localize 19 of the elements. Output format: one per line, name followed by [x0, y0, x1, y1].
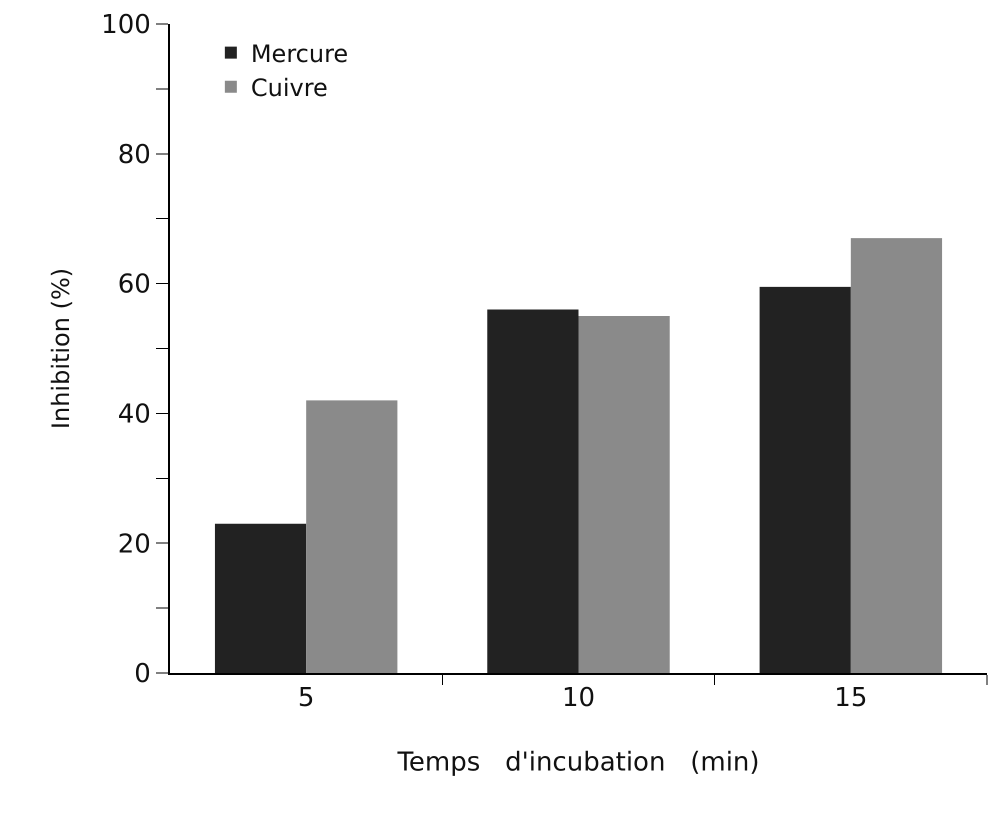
x-tick-label: 15 — [834, 683, 868, 714]
y-tick-label: 80 — [118, 140, 151, 170]
y-tick-label: 100 — [101, 10, 151, 40]
bar — [214, 524, 306, 673]
y-tick-label: 0 — [134, 659, 151, 690]
x-axis-title: Temps d'incubation (min) — [396, 747, 760, 778]
y-tick-label: 60 — [118, 270, 151, 300]
bar — [306, 400, 398, 673]
y-tick-label: 20 — [118, 529, 151, 560]
legend-label: Mercure — [250, 40, 348, 68]
y-axis-title: Inhibition (%) — [46, 268, 75, 430]
x-tick-label: 5 — [298, 683, 314, 714]
bar — [760, 286, 851, 673]
bar — [850, 238, 942, 673]
bar — [578, 316, 670, 673]
bar — [487, 310, 578, 673]
legend-label: Cuivre — [250, 74, 328, 102]
x-tick-label: 10 — [562, 683, 596, 714]
y-tick-label: 40 — [118, 400, 151, 430]
